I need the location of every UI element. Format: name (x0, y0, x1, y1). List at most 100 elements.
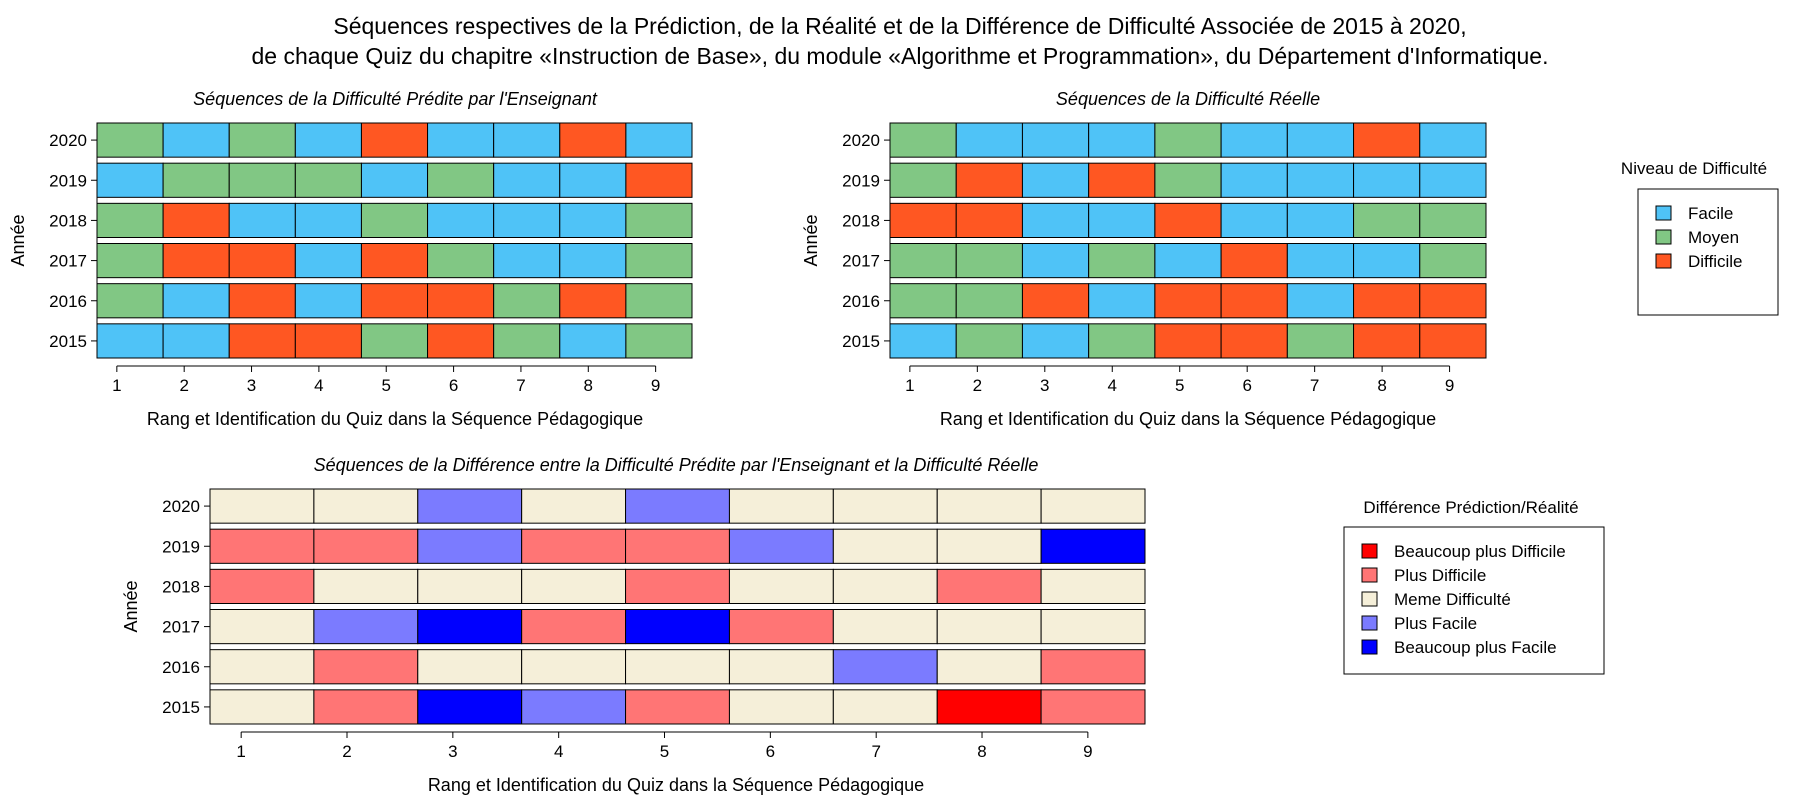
heatmap-cell: 2020 – 5 : Difficile (360, 122, 429, 158)
chart-subtitle: Séquences de la Difficulté Prédite par l… (193, 89, 598, 109)
x-axis-label: Rang et Identification du Quiz dans la S… (940, 409, 1436, 429)
heatmap-cell: 2020 – 7 : Facile (1286, 122, 1355, 158)
heatmap-cell: 2016 – 2 : Moyen (955, 283, 1023, 319)
heatmap-cell: 2015 – 3 : Difficile (228, 323, 296, 359)
legend-swatch (1655, 253, 1672, 269)
heatmap-cell: 2018 – 2 : Difficile (162, 202, 230, 238)
legend-title: Différence Prédiction/Réalité (1363, 498, 1578, 517)
x-tick-label: 1 (236, 742, 245, 761)
legend-label: Moyen (1688, 228, 1739, 247)
heatmap-cell: 2016 – 1 : Meme Difficulté (209, 649, 315, 685)
y-tick-label: 2017 (162, 618, 200, 637)
heatmap-cell: 2015 – 9 : Difficile (1419, 323, 1487, 359)
heatmap-cell: 2015 – 7 : Meme Difficulté (832, 689, 938, 725)
heatmap-cell: 2020 – 5 : Moyen (1154, 122, 1222, 158)
legend-label: Plus Difficile (1394, 566, 1486, 585)
heatmap-cell: 2015 – 5 : Difficile (1154, 323, 1222, 359)
heatmap-cell: 2017 – 5 : Beaucoup plus Facile (625, 609, 730, 645)
heatmap-cell: 2018 – 8 : Facile (559, 202, 627, 238)
heatmap-cell: 2018 – 2 : Difficile (955, 202, 1023, 238)
heatmap-cell: 2017 – 4 : Moyen (1088, 243, 1156, 279)
heatmap-cell: 2018 – 5 : Difficile (1154, 202, 1222, 238)
heatmap-cell: 2020 – 1 : Meme Difficulté (209, 488, 315, 524)
x-tick-label: 5 (382, 376, 391, 395)
heatmap-cell: 2015 – 9 : Moyen (625, 323, 693, 359)
heatmap-cell: 2016 – 9 : Difficile (1419, 283, 1487, 319)
y-tick-label: 2018 (162, 577, 200, 596)
chart-subtitle: Séquences de la Différence entre la Diff… (314, 455, 1039, 475)
x-tick-label: 3 (1040, 376, 1049, 395)
y-tick-label: 2017 (49, 252, 87, 271)
heatmap-cell: 2015 – 6 : Meme Difficulté (728, 689, 834, 725)
heatmap-cell: 2017 – 5 : Facile (1154, 243, 1222, 279)
heatmap-cell: 2016 – 1 : Moyen (889, 283, 957, 319)
heatmap-cell: 2018 – 7 : Meme Difficulté (832, 568, 938, 604)
heatmap-cell: 2017 – 3 : Difficile (228, 243, 296, 279)
heatmap-cell: 2020 – 6 : Facile (1220, 122, 1288, 158)
heatmap-cell: 2015 – 3 : Beaucoup plus Facile (417, 689, 523, 725)
heatmap-cell: 2019 – 5 : Plus Difficile (625, 528, 730, 564)
legend-label: Meme Difficulté (1394, 590, 1511, 609)
heatmap-cell: 2016 – 4 : Facile (294, 283, 362, 319)
heatmap-cell: 2020 – 6 : Facile (427, 122, 495, 158)
heatmap-cell: 2015 – 4 : Difficile (294, 323, 362, 359)
heatmap-cell: 2019 – 2 : Difficile (955, 162, 1023, 198)
heatmap-cell: 2017 – 9 : Moyen (625, 243, 693, 279)
heatmap-cell: 2016 – 4 : Meme Difficulté (521, 649, 627, 685)
y-tick-label: 2020 (842, 131, 880, 150)
heatmap-cell: 2017 – 1 : Meme Difficulté (209, 609, 315, 645)
heatmap-cell: 2016 – 7 : Moyen (493, 283, 561, 319)
heatmap-cell: 2018 – 6 : Meme Difficulté (728, 568, 834, 604)
heatmap-cell: 2017 – 7 : Meme Difficulté (832, 609, 938, 645)
heatmap-cell: 2020 – 5 : Plus Facile (625, 488, 730, 524)
heatmap-cell: 2019 – 4 : Difficile (1088, 162, 1156, 198)
legend-swatch (1361, 591, 1378, 607)
legend-swatch (1361, 615, 1378, 631)
heatmap-cell: 2017 – 6 : Difficile (1220, 243, 1288, 279)
heatmap-cell: 2020 – 2 : Facile (955, 122, 1023, 158)
x-tick-label: 8 (977, 742, 986, 761)
x-tick-label: 6 (1242, 376, 1251, 395)
heatmap-cell: 2016 – 8 : Meme Difficulté (936, 649, 1042, 685)
difference-chart: Séquences de la Différence entre la Diff… (121, 455, 1146, 795)
x-tick-label: 6 (766, 742, 775, 761)
figure-title-line-2: de chaque Quiz du chapitre «Instruction … (252, 43, 1549, 69)
y-tick-label: 2016 (162, 658, 200, 677)
heatmap-cell: 2019 – 9 : Facile (1419, 162, 1487, 198)
heatmap-cell: 2019 – 5 : Facile (360, 162, 429, 198)
legend-swatch (1655, 205, 1672, 221)
heatmap-cell: 2016 – 8 : Difficile (1353, 283, 1421, 319)
heatmap-cell: 2018 – 8 : Moyen (1353, 202, 1421, 238)
y-tick-label: 2017 (842, 252, 880, 271)
legend-label: Beaucoup plus Facile (1394, 638, 1557, 657)
y-tick-label: 2015 (162, 698, 200, 717)
heatmap-cell: 2017 – 6 : Plus Difficile (728, 609, 834, 645)
x-tick-label: 3 (247, 376, 256, 395)
y-tick-label: 2019 (49, 171, 87, 190)
x-axis-label: Rang et Identification du Quiz dans la S… (147, 409, 643, 429)
heatmap-cell: 2019 – 3 : Facile (1021, 162, 1090, 198)
heatmap-cell: 2016 – 9 : Plus Difficile (1040, 649, 1146, 685)
heatmap-cell: 2015 – 5 : Plus Difficile (625, 689, 730, 725)
x-tick-label: 4 (1108, 376, 1117, 395)
x-tick-label: 5 (660, 742, 669, 761)
legend-label: Facile (1688, 204, 1733, 223)
heatmap-cell: 2019 – 1 : Facile (96, 162, 164, 198)
y-axis-label: Année (8, 214, 28, 266)
heatmap-cell: 2015 – 4 : Plus Facile (521, 689, 627, 725)
heatmap-cell: 2015 – 9 : Plus Difficile (1040, 689, 1146, 725)
legend-swatch (1361, 567, 1378, 583)
heatmap-cell: 2018 – 9 : Moyen (1419, 202, 1487, 238)
difficulty-legend: Niveau de Difficulté Facile Moyen Difficile (1621, 159, 1779, 316)
heatmap-cell: 2018 – 4 : Facile (1088, 202, 1156, 238)
x-tick-label: 4 (314, 376, 323, 395)
heatmap-cell: 2017 – 8 : Facile (559, 243, 627, 279)
x-tick-label: 9 (1083, 742, 1092, 761)
heatmap-cell: 2020 – 2 : Facile (162, 122, 230, 158)
heatmap-cell: 2019 – 6 : Facile (1220, 162, 1288, 198)
heatmap-cell: 2016 – 6 : Difficile (427, 283, 495, 319)
x-tick-label: 8 (584, 376, 593, 395)
heatmap-cell: 2018 – 4 : Facile (294, 202, 362, 238)
heatmap-cell: 2015 – 1 : Meme Difficulté (209, 689, 315, 725)
